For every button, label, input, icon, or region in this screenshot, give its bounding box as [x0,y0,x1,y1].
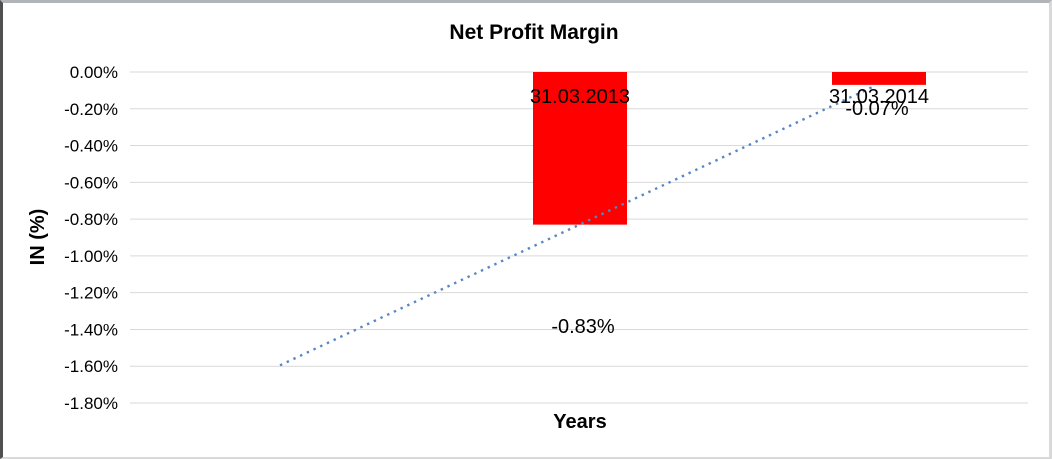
data-label: -0.07% [845,98,909,120]
chart-title: Net Profit Margin [449,21,618,44]
y-tick-label: -1.60% [64,357,118,376]
y-axis-title: IN (%) [27,209,49,266]
data-and-category-labels: 31.03.2013 31.03.2014 -0.83% -0.07% [530,86,929,338]
y-tick-label: -1.80% [64,394,118,413]
trendline-dotted [279,85,874,367]
category-label: 31.03.2013 [530,86,630,108]
y-tick-label: -0.60% [64,173,118,192]
data-label: -0.83% [551,316,615,338]
y-tick-label: -1.00% [64,247,118,266]
bar [832,72,926,85]
y-tick-label: 0.00% [70,63,118,82]
category-label: 31.03.2014 [829,86,929,108]
y-tick-label: -0.20% [64,100,118,119]
y-tick-label: -0.40% [64,137,118,156]
y-axis-tick-labels: 0.00% -0.20% -0.40% -0.60% -0.80% -1.00% -1.20… [64,63,118,413]
trendline [279,85,874,367]
y-tick-label: -1.40% [64,320,118,339]
bar-series [533,72,926,225]
x-axis-title: Years [553,411,606,433]
y-tick-label: -1.20% [64,284,118,303]
y-tick-label: -0.80% [64,210,118,229]
bar [533,72,627,225]
